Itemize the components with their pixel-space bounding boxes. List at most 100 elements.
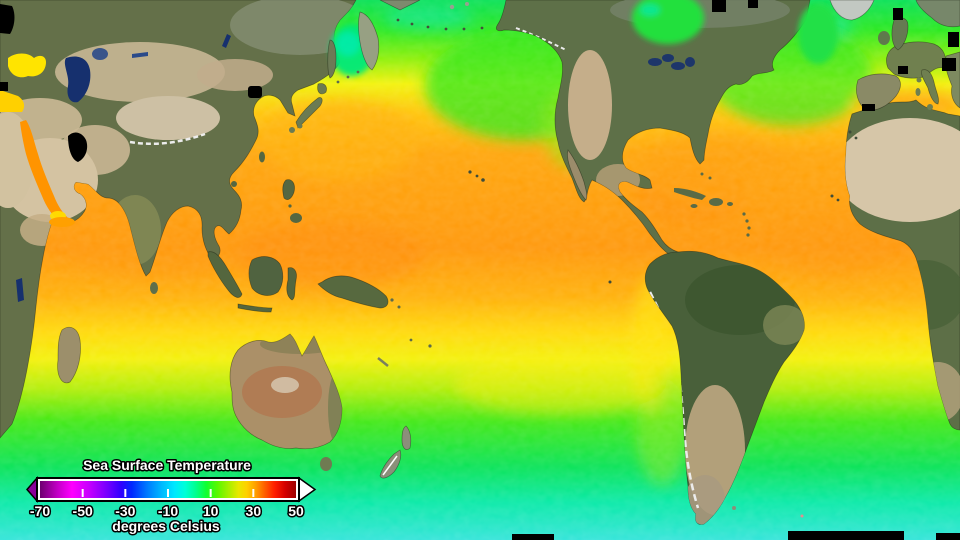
landmass-chukotka	[379, 0, 421, 11]
black-sea-sst	[8, 53, 46, 78]
colorbar-tick-labels: -70 -50 -30 -10 10 30 50	[28, 502, 305, 521]
island-cape-verde	[836, 198, 840, 202]
colorbar-ticks	[81, 489, 255, 497]
island-borneo	[248, 256, 284, 296]
island-new-guinea	[317, 275, 389, 309]
legend-tick-label: 50	[288, 503, 304, 519]
island-antilles	[746, 233, 750, 237]
island-solomons	[390, 298, 394, 302]
island-galapagos	[608, 280, 612, 284]
island-canary	[848, 130, 852, 134]
legend-tick-label: 10	[203, 503, 219, 519]
island-antilles	[742, 212, 746, 216]
legend-unit-label: degrees Celsius	[112, 518, 220, 534]
no-data-baltic	[948, 32, 959, 47]
island-bahamas	[708, 176, 712, 180]
legend-tick-label: -50	[73, 503, 93, 519]
island-hispaniola	[709, 198, 723, 206]
legend-tick-label: 30	[246, 503, 262, 519]
island-visayas	[288, 204, 292, 208]
no-data-aegean-left	[0, 82, 8, 91]
landmass-scandinavia	[915, 0, 960, 28]
island-sicily	[927, 104, 933, 110]
island-mindanao	[290, 213, 302, 223]
bering-islands	[449, 2, 469, 10]
island-java	[237, 303, 273, 313]
persian-gulf-no-data	[68, 132, 88, 162]
legend-tick-label: -10	[158, 503, 178, 519]
island-taiwan	[259, 151, 265, 163]
island-bahamas	[700, 172, 704, 176]
aral-sea	[92, 48, 108, 60]
island-tasmania	[320, 457, 332, 471]
island-south-georgia	[800, 514, 804, 518]
hawaiian-islands	[468, 170, 485, 182]
island-sri-lanka	[150, 282, 158, 294]
island-fiji	[428, 344, 432, 348]
african-rift-lakes	[16, 278, 24, 302]
island-hainan	[231, 181, 237, 187]
great-lakes	[648, 54, 695, 70]
caspian-sea	[64, 56, 91, 103]
no-data-gulf-of-lion	[898, 66, 908, 74]
bohai-sea-no-data	[248, 86, 262, 98]
island-vanuatu	[409, 338, 413, 342]
no-data-arctic-canada	[748, 0, 758, 8]
island-jamaica	[690, 204, 698, 208]
island-madagascar	[57, 326, 81, 384]
island-sakhalin	[327, 39, 337, 79]
no-data-top-left	[0, 4, 15, 34]
no-data-antarctica	[936, 533, 960, 540]
no-data-north-sea	[893, 8, 903, 20]
legend-title: Sea Surface Temperature	[83, 457, 251, 473]
lake-baikal	[222, 34, 231, 48]
islands-indonesia-philippines	[207, 151, 302, 313]
island-sulawesi	[286, 267, 297, 301]
landmass-kamchatka	[358, 11, 380, 71]
legend: Sea Surface Temperature -70 -50 -30 -10 10 30…	[26, 456, 317, 536]
island-solomons	[397, 305, 401, 309]
islands-japan	[289, 83, 327, 133]
aleutian-islands	[396, 18, 484, 31]
legend-tick-label: -30	[115, 503, 135, 519]
island-corsica	[916, 77, 922, 83]
landmass-iberia	[856, 73, 901, 111]
red-sea-sst	[20, 120, 68, 222]
island-antilles	[747, 226, 751, 230]
islands-new-zealand	[379, 425, 412, 479]
southern-alps-snow	[382, 455, 398, 476]
landmass-north-america	[496, 0, 811, 257]
island-sumatra	[207, 251, 243, 298]
legend-tick-label: -70	[30, 503, 50, 519]
kuril-islands	[336, 70, 360, 84]
island-sardinia	[915, 88, 921, 96]
island-antilles	[745, 219, 749, 223]
east-mediterranean-sst	[0, 90, 25, 112]
no-data-antarctica	[788, 531, 904, 540]
island-puerto-rico	[727, 202, 733, 206]
lake-balkhash	[132, 52, 148, 58]
landmass-baja-california	[567, 149, 588, 201]
landmass-italy	[921, 69, 939, 105]
hudson-labrador-water	[632, 0, 838, 64]
south-america-terrain-shading	[648, 265, 805, 525]
himalaya-snow	[129, 132, 206, 146]
no-data-antarctica	[512, 534, 554, 540]
no-data-alboran	[862, 104, 875, 111]
island-new-caledonia	[377, 357, 389, 367]
island-great-britain	[891, 17, 909, 51]
island-canary	[854, 136, 858, 140]
landmass-greenland	[829, 0, 875, 21]
gulf-of-aden-sst	[49, 217, 75, 227]
pacific-islands	[377, 298, 432, 367]
island-falklands	[732, 506, 736, 510]
no-data-aegean-right	[942, 58, 956, 71]
island-luzon	[282, 179, 295, 200]
island-cape-verde	[830, 194, 834, 198]
alaska-range-snow	[515, 27, 567, 51]
island-ireland	[878, 31, 890, 45]
caribbean-islands	[674, 172, 751, 237]
